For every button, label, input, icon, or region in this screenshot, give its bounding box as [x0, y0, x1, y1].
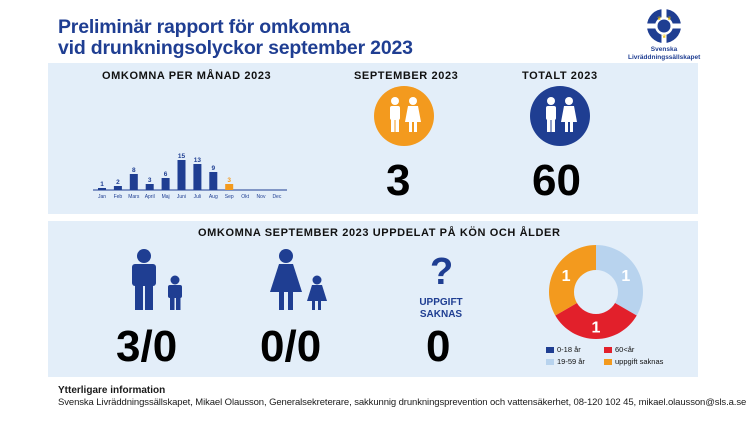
- legend-item-0-18: 0-18 år: [546, 345, 581, 354]
- september-value: 3: [386, 156, 411, 205]
- month-tick-label: Juni: [177, 194, 186, 200]
- bar-juli: [193, 164, 202, 190]
- logo-line-2: Livräddningssällskapet: [628, 53, 701, 61]
- men-value: 3/0: [116, 322, 178, 371]
- unknown-label: UPPGIFT SAKNAS: [410, 297, 472, 321]
- man-and-boy-icon: [132, 249, 182, 310]
- legend-swatch: [546, 347, 554, 354]
- bar-value-label: 15: [178, 153, 186, 160]
- legend-label: 60<år: [615, 345, 635, 354]
- svg-text:♛: ♛: [657, 16, 661, 22]
- lifebuoy-icon: ♛ ♛ ♛: [646, 8, 682, 44]
- legend-label: 19-59 år: [557, 357, 585, 366]
- bar-mars: [129, 174, 138, 190]
- bar-value-label: 13: [194, 157, 202, 164]
- month-tick-label: Aug: [209, 194, 218, 200]
- bar-value-label: 9: [211, 165, 215, 172]
- bar-sep: [225, 184, 234, 190]
- september-heading: SEPTEMBER 2023: [354, 70, 459, 82]
- donut-slice: [549, 245, 596, 316]
- bar-feb: [113, 186, 122, 190]
- month-tick-label: Sep: [225, 194, 234, 200]
- month-tick-label: April: [145, 194, 155, 200]
- total-value: 60: [532, 156, 581, 205]
- question-mark-icon: ?: [430, 251, 454, 293]
- total-people-icon: [530, 86, 590, 146]
- title-line-2: vid drunkningsolyckor september 2023: [58, 37, 413, 59]
- bar-value-label: 3: [227, 177, 231, 184]
- month-tick-label: Maj: [162, 194, 170, 200]
- women-value: 0/0: [260, 322, 322, 371]
- legend-item-19-59: 19-59 år: [546, 357, 585, 366]
- donut-slice-label: 1: [592, 320, 601, 337]
- legend-swatch: [604, 359, 612, 366]
- month-tick-label: Nov: [257, 194, 266, 200]
- monthly-bar-chart: 1 Jan 2 Feb 8 Mars 3 April 6 Maj 15 Juni 13 Juli 9 Aug 3…: [93, 153, 287, 200]
- september-people-icon: [374, 86, 434, 146]
- svg-text:♛: ♛: [667, 16, 671, 22]
- bar-value-label: 2: [116, 179, 120, 186]
- bar-april: [145, 184, 154, 190]
- woman-and-girl-icon: [270, 249, 327, 310]
- bar-value-label: 3: [148, 177, 152, 184]
- breakdown-heading: OMKOMNA SEPTEMBER 2023 UPPDELAT PÅ KÖN O…: [198, 227, 561, 239]
- month-tick-label: Jan: [98, 194, 106, 200]
- month-tick-label: Feb: [114, 194, 123, 200]
- unknown-label-line-2: SAKNAS: [419, 309, 463, 320]
- info-title: Ytterligare information: [58, 385, 166, 396]
- legend-item-unknown: uppgift saknas: [604, 357, 663, 366]
- bar-value-label: 1: [100, 181, 104, 188]
- bar-juni: [177, 160, 186, 190]
- unknown-label-line-1: UPPGIFT: [419, 297, 463, 308]
- donut-slice: [596, 245, 643, 316]
- age-donut-chart: 1 1 1: [549, 245, 643, 339]
- bar-value-label: 8: [132, 167, 136, 174]
- bar-maj: [161, 178, 170, 190]
- bar-aug: [209, 172, 218, 190]
- legend-label: uppgift saknas: [615, 357, 664, 366]
- title-line-1: Preliminär rapport för omkomna: [58, 16, 350, 38]
- monthly-heading: OMKOMNA PER MÅNAD 2023: [102, 70, 272, 82]
- unknown-value: 0: [426, 322, 451, 371]
- month-tick-label: Juli: [194, 194, 202, 200]
- summary-panel: OMKOMNA PER MÅNAD 2023 SEPTEMBER 2023 TO…: [48, 63, 698, 214]
- total-heading: TOTALT 2023: [522, 70, 598, 82]
- breakdown-panel: OMKOMNA SEPTEMBER 2023 UPPDELAT PÅ KÖN O…: [48, 221, 698, 377]
- logo: ♛ ♛ ♛ Svenska Livräddningssällskapet: [628, 6, 700, 61]
- donut-slice: [555, 303, 637, 339]
- logo-line-1: Svenska: [650, 46, 678, 53]
- month-tick-label: Okt: [241, 194, 249, 200]
- legend-swatch: [604, 347, 612, 354]
- bar-value-label: 6: [164, 171, 168, 178]
- month-tick-label: Mars: [128, 194, 140, 200]
- month-tick-label: Dec: [272, 194, 281, 200]
- svg-text:♛: ♛: [662, 34, 666, 40]
- legend-item-60: 60<år: [604, 345, 634, 354]
- info-text: Svenska Livräddningssällskapet, Mikael O…: [58, 397, 746, 408]
- legend-label: 0-18 år: [557, 345, 581, 354]
- donut-slice-label: 1: [562, 268, 571, 285]
- donut-slice-label: 1: [621, 268, 630, 285]
- bar-jan: [98, 188, 106, 190]
- page-title: Preliminär rapport för omkomna vid drunk…: [58, 17, 413, 59]
- donut-legend: 0-18 år 60<år 19-59 år uppgift saknas: [546, 345, 666, 369]
- legend-swatch: [546, 359, 554, 366]
